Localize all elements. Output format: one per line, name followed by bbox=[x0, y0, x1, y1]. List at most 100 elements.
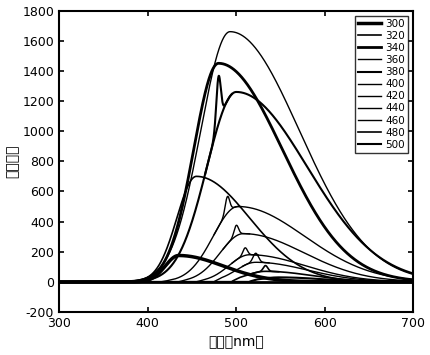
500 bbox=[224, 280, 230, 284]
440 bbox=[56, 280, 61, 284]
Y-axis label: 荧光强度: 荧光强度 bbox=[6, 144, 19, 178]
400 bbox=[235, 204, 240, 209]
380 bbox=[205, 161, 210, 165]
360 bbox=[410, 272, 415, 277]
380 bbox=[399, 268, 404, 272]
360 bbox=[313, 165, 319, 170]
380 bbox=[381, 259, 387, 263]
500 bbox=[276, 275, 281, 279]
440 bbox=[224, 265, 230, 269]
500 bbox=[208, 280, 213, 284]
X-axis label: 波长（nm）: 波长（nm） bbox=[208, 335, 264, 349]
480 bbox=[208, 280, 213, 284]
480 bbox=[56, 280, 61, 284]
360 bbox=[227, 29, 232, 34]
480 bbox=[224, 280, 230, 284]
420 bbox=[224, 242, 230, 246]
420 bbox=[313, 257, 319, 261]
440 bbox=[313, 267, 319, 271]
500 bbox=[399, 280, 404, 284]
320 bbox=[205, 177, 210, 181]
360 bbox=[399, 269, 404, 273]
500 bbox=[410, 280, 415, 284]
420 bbox=[399, 278, 404, 283]
Line: 320: 320 bbox=[59, 176, 412, 282]
400 bbox=[208, 239, 213, 243]
340 bbox=[56, 280, 61, 284]
340 bbox=[215, 61, 221, 65]
460 bbox=[252, 260, 258, 264]
400 bbox=[313, 242, 319, 246]
500 bbox=[205, 280, 210, 284]
480 bbox=[205, 280, 210, 284]
320 bbox=[56, 280, 61, 284]
400 bbox=[399, 276, 404, 280]
440 bbox=[399, 279, 404, 283]
440 bbox=[208, 275, 213, 280]
420 bbox=[240, 231, 246, 236]
400 bbox=[56, 280, 61, 284]
360 bbox=[205, 92, 210, 96]
Line: 340: 340 bbox=[59, 63, 412, 282]
400 bbox=[224, 211, 230, 215]
340 bbox=[313, 213, 319, 217]
Line: 460: 460 bbox=[59, 262, 412, 282]
Legend: 300, 320, 340, 360, 380, 400, 420, 440, 460, 480, 500: 300, 320, 340, 360, 380, 400, 420, 440, … bbox=[354, 16, 407, 153]
400 bbox=[381, 273, 387, 278]
420 bbox=[205, 265, 210, 269]
360 bbox=[224, 31, 230, 35]
420 bbox=[381, 277, 387, 281]
Line: 380: 380 bbox=[59, 92, 412, 282]
340 bbox=[205, 80, 210, 84]
340 bbox=[224, 63, 230, 67]
460 bbox=[313, 270, 319, 274]
340 bbox=[410, 278, 415, 282]
300 bbox=[399, 280, 404, 284]
460 bbox=[224, 273, 230, 277]
360 bbox=[56, 280, 61, 284]
380 bbox=[224, 98, 230, 103]
300 bbox=[176, 253, 181, 258]
Line: 440: 440 bbox=[59, 255, 412, 282]
300 bbox=[410, 280, 415, 284]
Line: 400: 400 bbox=[59, 207, 412, 282]
300 bbox=[313, 279, 319, 284]
320 bbox=[381, 279, 387, 284]
300 bbox=[56, 280, 61, 284]
340 bbox=[381, 273, 387, 277]
380 bbox=[56, 280, 61, 284]
480 bbox=[399, 280, 404, 284]
460 bbox=[399, 279, 404, 284]
500 bbox=[381, 279, 387, 284]
400 bbox=[410, 278, 415, 282]
300 bbox=[381, 280, 387, 284]
480 bbox=[262, 269, 267, 273]
Line: 420: 420 bbox=[59, 234, 412, 282]
Line: 360: 360 bbox=[59, 32, 412, 282]
460 bbox=[410, 280, 415, 284]
440 bbox=[381, 278, 387, 283]
320 bbox=[194, 174, 199, 179]
300 bbox=[205, 258, 210, 263]
500 bbox=[56, 280, 61, 284]
460 bbox=[381, 279, 387, 283]
460 bbox=[205, 280, 210, 284]
320 bbox=[208, 178, 213, 182]
380 bbox=[410, 272, 415, 276]
Line: 300: 300 bbox=[59, 256, 412, 282]
300 bbox=[208, 260, 213, 264]
360 bbox=[208, 78, 213, 83]
440 bbox=[205, 277, 210, 281]
420 bbox=[410, 279, 415, 283]
460 bbox=[56, 280, 61, 284]
320 bbox=[410, 280, 415, 284]
320 bbox=[313, 272, 319, 276]
460 bbox=[208, 280, 213, 284]
420 bbox=[208, 262, 213, 266]
340 bbox=[208, 72, 213, 76]
320 bbox=[399, 280, 404, 284]
380 bbox=[313, 180, 319, 184]
300 bbox=[224, 266, 230, 270]
380 bbox=[208, 150, 213, 154]
380 bbox=[233, 90, 238, 94]
